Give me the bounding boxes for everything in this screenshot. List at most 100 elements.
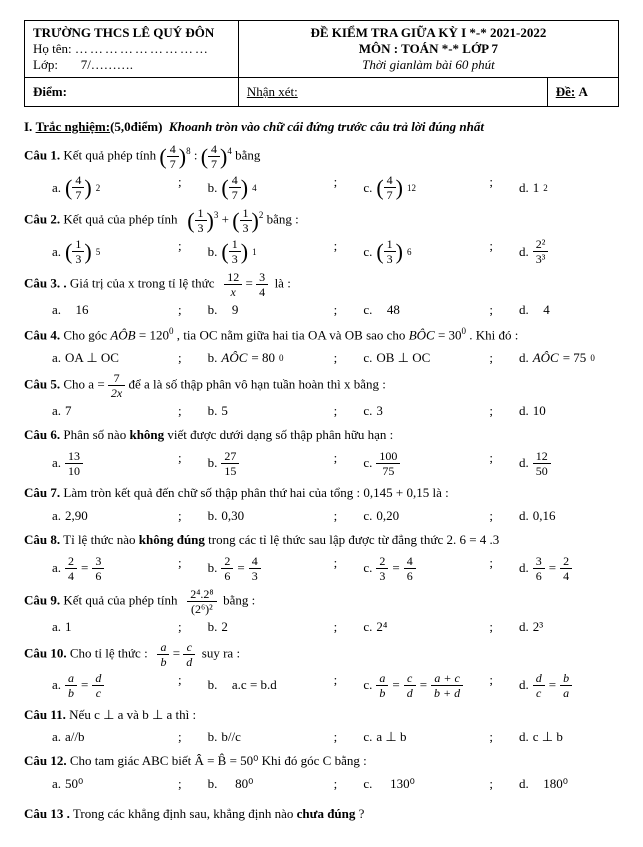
q10d-ld: c xyxy=(533,686,545,699)
opt-a-label: a. xyxy=(52,244,61,260)
q12b: 80⁰ xyxy=(235,776,253,792)
question-9: Câu 9. Kết quả của phép tính 2⁴.2⁸(2⁶)² … xyxy=(24,588,619,615)
sep: ; xyxy=(178,403,182,419)
q9-text: Kết quả của phép tính xyxy=(63,592,177,607)
q1-opt-d: d. 12 xyxy=(519,174,619,201)
q3c: 48 xyxy=(387,302,400,318)
q4-text2: , tia OC nằm giữa hai tia OA và OB sao c… xyxy=(177,327,406,342)
sep: ; xyxy=(489,508,493,524)
q6a-den: 10 xyxy=(65,464,83,477)
question-8: Câu 8. Tỉ lệ thức nào không đúng trong c… xyxy=(24,530,619,551)
q12a: 50⁰ xyxy=(65,776,83,792)
opt-b-label: b. xyxy=(208,403,218,419)
q2-opt-d: d. 2²3³ xyxy=(519,238,619,265)
sep: ; xyxy=(334,238,338,265)
q4b-rhs: = 80 xyxy=(251,350,275,366)
q4-opt-d: d. AÔC = 750 xyxy=(519,350,619,366)
q10d-rd: a xyxy=(560,686,572,699)
q3d: 4 xyxy=(543,302,550,318)
q1-text: Kết quả phép tính xyxy=(63,147,156,162)
q10-tail: suy ra : xyxy=(202,645,240,660)
q12d: 180⁰ xyxy=(543,776,568,792)
sep: ; xyxy=(178,350,182,366)
class-line: Lớp: 7/………. xyxy=(33,57,230,73)
q6-text2: viết được dưới dạng số thập phân hữu hạn… xyxy=(164,427,393,442)
q8-text2: trong các tỉ lệ thức sau lập được từ đẳn… xyxy=(205,532,499,547)
q8b-rd: 3 xyxy=(249,569,261,582)
q8b-rn: 4 xyxy=(249,555,261,569)
section-underline: Trắc nghiệm: xyxy=(36,119,111,134)
q3-lfrac: 12x xyxy=(224,271,242,298)
opt-d-label: d. xyxy=(519,729,529,745)
q6d-num: 12 xyxy=(533,450,551,464)
q4-eq1: = 120 xyxy=(139,327,169,342)
opt-a-label: a. xyxy=(52,776,61,792)
q12-label: Câu 12. xyxy=(24,753,67,768)
q13-text2: ? xyxy=(355,806,364,821)
q1-f2-num: 4 xyxy=(208,143,220,157)
q2c-num: 1 xyxy=(384,238,396,252)
q1-f1-num: 4 xyxy=(167,143,179,157)
q6-options: a. 1310; b. 2715; c. 10075; d. 1250 xyxy=(52,450,619,477)
q1-f1-den: 7 xyxy=(167,157,179,170)
q3l-den: x xyxy=(224,285,242,298)
class-label: Lớp: xyxy=(33,57,58,72)
q6-opt-a: a. 1310 xyxy=(52,450,152,477)
q10r-den: d xyxy=(183,655,195,668)
question-6: Câu 6. Phân số nào không viết được dưới … xyxy=(24,425,619,446)
q10-label: Câu 10. xyxy=(24,645,67,660)
q1-options: a. 472 ; b. 474 ; c. 4712 ; d. 12 xyxy=(52,174,619,201)
q7-opt-a: a. 2,90 xyxy=(52,508,152,524)
q10-opt-d: d. dc = ba xyxy=(519,672,619,699)
question-5: Câu 5. Cho a = 72x để a là số thập phân … xyxy=(24,372,619,399)
q1c-num: 4 xyxy=(384,174,396,188)
opt-d-label: d. xyxy=(519,350,529,366)
q5a: 7 xyxy=(65,403,72,419)
q8-opt-b: b. 26 = 43 xyxy=(208,555,308,582)
q2-tail: bằng : xyxy=(267,211,299,226)
q1-exp1: 8 xyxy=(186,146,191,156)
q10-options: a. ab = dc ; b. a.c = b.d; c. ab = cd = … xyxy=(52,672,619,699)
q3-opt-b: b. 9 xyxy=(208,302,308,318)
q8d-ld: 6 xyxy=(533,569,545,582)
opt-b-label: b. xyxy=(208,244,218,260)
q9d: 2³ xyxy=(533,619,543,635)
q1-opt-c: c. 4712 xyxy=(363,174,463,201)
q4-deg2: 0 xyxy=(462,326,467,336)
opt-c-label: c. xyxy=(363,350,372,366)
q10d-ln: d xyxy=(533,672,545,686)
opt-b-label: b. xyxy=(208,560,218,576)
q2-exp2: 2 xyxy=(259,210,264,220)
q5-text2: để a là số thập phân vô hạn tuần hoàn th… xyxy=(128,377,385,392)
q4a: OA ⊥ OC xyxy=(65,350,119,366)
q11c: a ⊥ b xyxy=(376,729,406,745)
q5d: 10 xyxy=(533,403,546,419)
header-table: TRƯỜNG THCS LÊ QUÝ ĐÔN Họ tên: ………………………… xyxy=(24,20,619,107)
q8-opt-a: a. 24 = 36 xyxy=(52,555,152,582)
opt-a-label: a. xyxy=(52,619,61,635)
sep: ; xyxy=(178,729,182,745)
opt-c-label: c. xyxy=(363,560,372,576)
q6b-num: 27 xyxy=(221,450,239,464)
q4-boc: BÔC xyxy=(409,327,435,342)
q8-opt-d: d. 36 = 24 xyxy=(519,555,619,582)
q10a-rn: d xyxy=(92,672,104,686)
q9b: 2 xyxy=(221,619,228,635)
q2f2-num: 1 xyxy=(240,207,252,221)
opt-d-label: d. xyxy=(519,560,529,576)
q1c-den: 7 xyxy=(384,188,396,201)
q12-opt-a: a. 50⁰ xyxy=(52,776,152,792)
q2b-exp: 1 xyxy=(252,247,257,257)
sep: ; xyxy=(178,450,182,477)
q2c-exp: 6 xyxy=(407,247,412,257)
q5c: 3 xyxy=(376,403,383,419)
q12-options: a. 50⁰; b. 80⁰; c. 130⁰; d. 180⁰ xyxy=(52,776,619,792)
q4-opt-c: c. OB ⊥ OC xyxy=(363,350,463,366)
opt-a-label: a. xyxy=(52,302,61,318)
opt-c-label: c. xyxy=(363,776,372,792)
q1a-den: 7 xyxy=(72,188,84,201)
sep: ; xyxy=(178,238,182,265)
q11-opt-b: b. b//c xyxy=(208,729,308,745)
q2-options: a. 135 ; b. 131 ; c. 136 ; d. 2²3³ xyxy=(52,238,619,265)
q7-opt-b: b. 0,30 xyxy=(208,508,308,524)
